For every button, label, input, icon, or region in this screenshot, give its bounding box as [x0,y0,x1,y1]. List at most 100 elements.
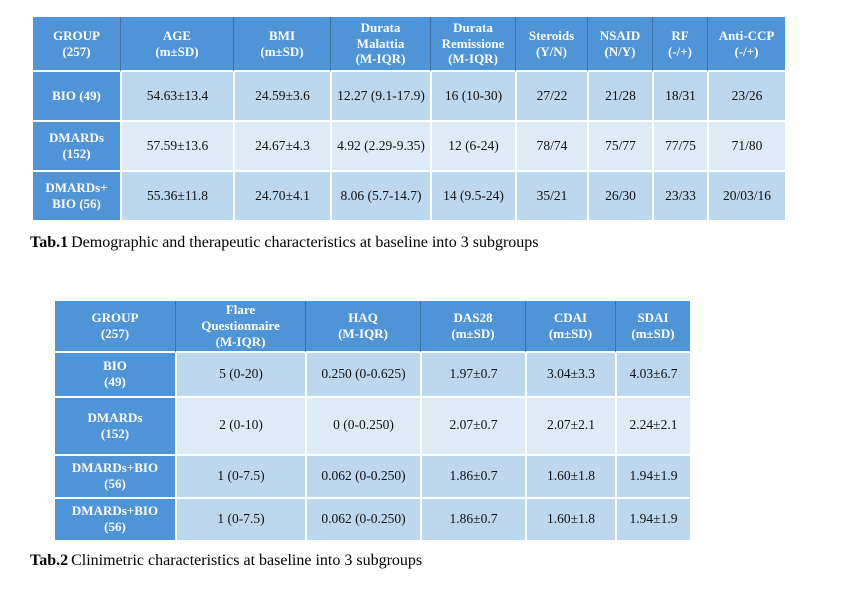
clinimetric-table-data-cell: 0 (0-0.250) [305,397,420,456]
header-line: (m±SD) [155,43,199,59]
clinimetric-table-row: BIO (49) 5 (0-20) 0.250 (0-0.625) 1.97±0.7 3.… [55,352,690,398]
table2-caption-label: Tab.2 [30,552,69,569]
row-label-line: BIO (49) [52,88,101,104]
row-label-line: DMARDs [87,409,143,425]
clinimetric-table-header: GROUP (257) Flare Questionnaire (M-IQR) HAQ (M… [55,301,690,353]
clinimetric-table-data-cell: 1 (0-7.5) [175,498,305,542]
demographic-table-data-cell: 23/33 [652,172,707,222]
header-line: RF [671,27,689,43]
demographic-table-data-cell: 78/74 [515,122,587,172]
demographic-table-data-cell: 4.92 (2.29-9.35) [330,122,430,172]
header-line: (M-IQR) [338,325,388,341]
header-line: AGE [162,27,192,43]
clinimetric-table-row: DMARDs (152) 2 (0-10) 0 (0-0.250) 2.07±0.7 2.… [55,397,690,456]
clinimetric-table-data-cell: 1.86±0.7 [420,455,525,499]
header-line: (M-IQR) [215,333,266,349]
demographic-table-data-cell: 71/80 [707,122,785,172]
header-line: Malattia [356,35,405,51]
clinimetric-table-row-label: DMARDs+BIO (56) [55,455,175,499]
demographic-table-data-cell: 55.36±11.8 [120,172,233,222]
demographic-table-header: GROUP (257) AGE (m±SD) BMI (m±SD) Durata Malatt… [33,17,785,72]
row-label-line: DMARDs+BIO [71,503,159,519]
clinimetric-table-header-row: GROUP (257) Flare Questionnaire (M-IQR) HAQ (M… [55,301,690,353]
clinimetric-table-data-cell: 3.04±3.3 [525,352,615,398]
clinimetric-table-row-label: DMARDs+BIO (56) [55,498,175,542]
header-line: Remissione [441,35,505,51]
clinimetric-table-row-label: BIO (49) [55,352,175,398]
header-line: BMI [269,27,295,43]
table1-caption: Tab.1 Demographic and therapeutic charact… [30,234,539,252]
clinimetric-table-header-cell: HAQ (M-IQR) [305,301,420,353]
header-line: NSAID [599,27,641,43]
demographic-table-data-cell: 23/26 [707,72,785,122]
clinimetric-table-data-cell: 1.97±0.7 [420,352,525,398]
demographic-table-data-cell: 12.27 (9.1-17.9) [330,72,430,122]
demographic-table-body: BIO (49) 54.63±13.4 24.59±3.6 12.27 (9.1-17… [33,72,785,222]
demographic-table-header-row: GROUP (257) AGE (m±SD) BMI (m±SD) Durata Malatt… [33,17,785,72]
clinimetric-table-data-cell: 1.94±1.9 [615,455,690,499]
table2-caption: Tab.2 Clinimetric characteristics at base… [30,552,422,570]
demographic-table-data-cell: 16 (10-30) [430,72,515,122]
demographic-table-data-cell: 12 (6-24) [430,122,515,172]
header-line: CDAI [553,309,588,325]
header-line: GROUP [53,27,100,43]
header-line: (M-IQR) [448,51,498,67]
demographic-table-header-cell: Durata Malattia (M-IQR) [330,17,430,72]
demographic-table-row: BIO (49) 54.63±13.4 24.59±3.6 12.27 (9.1-17… [33,72,785,122]
clinimetric-table: GROUP (257) Flare Questionnaire (M-IQR) HAQ (M… [55,301,690,542]
clinimetric-table-row-label: DMARDs (152) [55,397,175,456]
demographic-table: GROUP (257) AGE (m±SD) BMI (m±SD) Durata Malatt… [33,17,785,222]
demographic-table-data-cell: 18/31 [652,72,707,122]
demographic-table-header-cell: NSAID (N/Y) [587,17,652,72]
clinimetric-table-data-cell: 1.86±0.7 [420,498,525,542]
row-label-line: (56) [104,476,126,492]
header-line: (m±SD) [260,43,304,59]
clinimetric-table-data-cell: 2.24±2.1 [615,397,690,456]
demographic-table-data-cell: 24.70±4.1 [233,172,330,222]
clinimetric-table-data-cell: 0.062 (0-0.250) [305,498,420,542]
demographic-table-header-cell: Durata Remissione (M-IQR) [430,17,515,72]
row-label-line: (49) [104,374,126,390]
demographic-table-header-cell: Anti-CCP (-/+) [707,17,785,72]
demographic-table-header-cell: AGE (m±SD) [120,17,233,72]
demographic-table-data-cell: 77/75 [652,122,707,172]
header-line: (-/+) [734,43,759,59]
row-label-line: BIO [103,358,127,374]
clinimetric-table-header-cell: GROUP (257) [55,301,175,353]
demographic-table-header-cell: GROUP (257) [33,17,120,72]
header-line: HAQ [348,309,378,325]
header-line: Durata [453,19,493,35]
demographic-table-data-cell: 26/30 [587,172,652,222]
header-line: Durata [360,19,401,35]
header-line: (m±SD) [631,325,675,341]
clinimetric-table-data-cell: 0.250 (0-0.625) [305,352,420,398]
demographic-table-header-cell: BMI (m±SD) [233,17,330,72]
row-label-line: (56) [104,519,126,535]
clinimetric-table-header-cell: Flare Questionnaire (M-IQR) [175,301,305,353]
header-line: Anti-CCP [718,27,775,43]
demographic-table-data-cell: 21/28 [587,72,652,122]
row-label-line: DMARDs+BIO [71,460,159,476]
demographic-table-data-cell: 27/22 [515,72,587,122]
demographic-table-row-label: DMARDs+ BIO (56) [33,172,120,222]
clinimetric-table-data-cell: 2.07±2.1 [525,397,615,456]
header-line: GROUP [91,309,139,325]
header-line: Steroids [528,27,575,43]
row-label-line: (152) [62,146,91,161]
header-line: (257) [62,43,91,59]
demographic-table-data-cell: 57.59±13.6 [120,122,233,172]
demographic-table-row-label: BIO (49) [33,72,120,122]
row-label-line: DMARDs+ [45,180,108,196]
clinimetric-table-data-cell: 1 (0-7.5) [175,455,305,499]
demographic-table-row-label: DMARDs (152) [33,122,120,172]
demographic-table-row: DMARDs+ BIO (56) 55.36±11.8 24.70±4.1 8.06 (… [33,172,785,222]
header-line: (M-IQR) [355,51,406,67]
clinimetric-table-data-cell: 4.03±6.7 [615,352,690,398]
clinimetric-table-data-cell: 2.07±0.7 [420,397,525,456]
demographic-table-data-cell: 24.67±4.3 [233,122,330,172]
clinimetric-table-data-cell: 2 (0-10) [175,397,305,456]
clinimetric-table-header-cell: DAS28 (m±SD) [420,301,525,353]
table2-caption-text: Clinimetric characteristics at baseline … [71,552,423,569]
row-label-line: (152) [100,425,130,441]
clinimetric-table-data-cell: 1.60±1.8 [525,455,615,499]
